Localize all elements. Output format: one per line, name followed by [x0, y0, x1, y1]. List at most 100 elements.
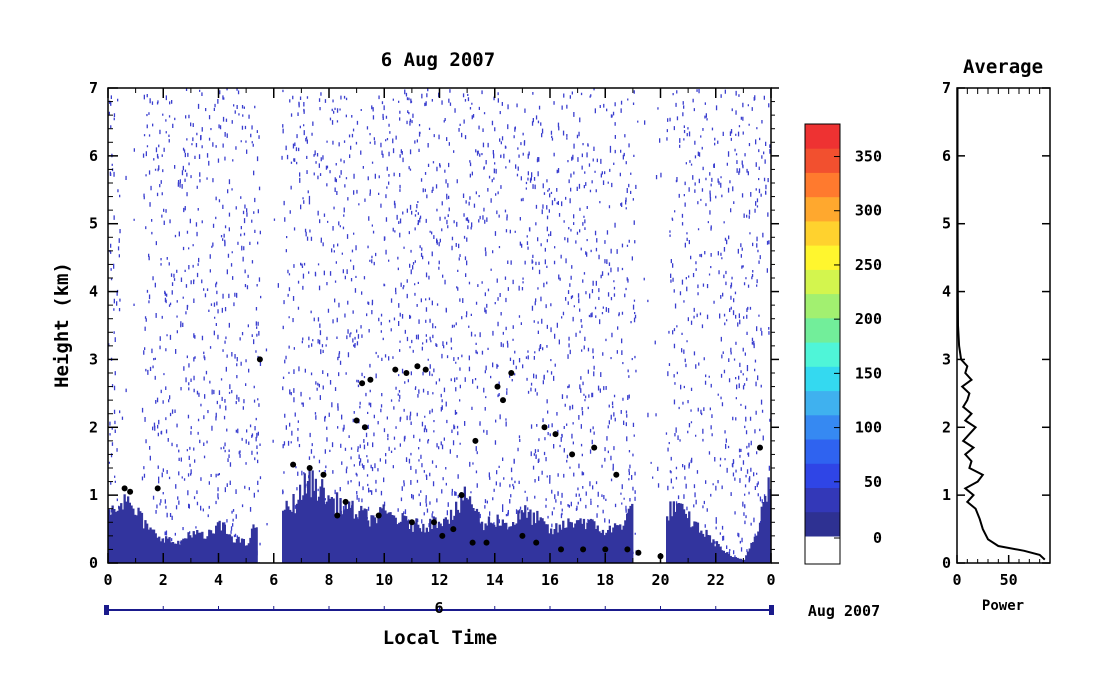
layer-bar: [194, 534, 197, 563]
echo-point: [121, 485, 128, 492]
echo-point: [353, 417, 360, 424]
layer-bar: [139, 511, 142, 563]
colorbar-swatch: [805, 124, 840, 149]
layer-bar: [475, 508, 479, 563]
layer-bar: [246, 545, 249, 563]
layer-bar: [391, 515, 394, 563]
colorbar-tick-label: 350: [855, 148, 882, 166]
average-plot-frame: [956, 87, 1051, 564]
layer-bar: [387, 512, 390, 563]
colorbar-swatch: [805, 439, 840, 464]
layer-bar: [135, 515, 138, 563]
layer-bar: [589, 518, 592, 563]
layer-bar: [518, 519, 522, 563]
layer-bar: [562, 520, 565, 563]
layer-bar: [677, 503, 681, 563]
layer-bar: [401, 513, 404, 563]
layer-bar: [689, 527, 693, 563]
layer-bar: [586, 522, 589, 563]
layer-bar: [574, 523, 577, 563]
x-tick-label: 10: [375, 571, 393, 589]
layer-bar: [567, 518, 570, 563]
echo-point: [342, 498, 349, 505]
layer-bar: [582, 518, 586, 563]
layer-bar: [356, 519, 359, 563]
average-y-tick-label: 6: [942, 147, 951, 165]
layer-bar: [681, 503, 684, 563]
layer-bar: [170, 542, 173, 563]
layer-bar: [684, 513, 687, 563]
layer-bar: [489, 522, 492, 563]
layer-bar: [240, 538, 244, 563]
colorbar-swatch: [805, 487, 840, 513]
layer-bar: [446, 519, 449, 563]
layer-bar: [382, 504, 385, 563]
layer-bar: [617, 525, 620, 563]
layer-bar: [113, 509, 116, 563]
layer-bar: [712, 539, 715, 563]
layer-bar: [550, 528, 553, 563]
x-tick-label: 6: [269, 571, 278, 589]
layer-bar: [372, 515, 375, 563]
layer-bar: [384, 510, 387, 563]
layer-bar: [302, 495, 305, 563]
layer-bar: [149, 527, 152, 563]
echo-point: [483, 539, 490, 546]
layer-bar: [118, 506, 121, 563]
layer-bar: [510, 526, 513, 563]
layer-bar: [622, 525, 625, 563]
average-x-tick-label: 50: [1000, 571, 1018, 589]
colorbar-swatch: [805, 366, 840, 392]
x-tick-label: 2: [159, 571, 168, 589]
colorbar-swatch: [805, 196, 840, 222]
layer-bar: [493, 524, 496, 563]
y-tick-label: 3: [89, 350, 98, 368]
layer-bar: [187, 532, 190, 563]
layer-bar: [175, 543, 178, 563]
layer-bar: [254, 527, 257, 563]
layer-bar: [319, 486, 322, 563]
layer-bar: [544, 524, 548, 563]
colorbar-tick-label: 100: [855, 419, 882, 437]
x-tick-label: 4: [214, 571, 223, 589]
layer-bar: [292, 494, 295, 563]
layer-bar: [234, 542, 237, 563]
layer-bar: [487, 516, 491, 563]
echo-point: [602, 546, 609, 553]
layer-bar: [627, 508, 630, 563]
layer-bar: [375, 523, 378, 563]
layer-bar: [715, 541, 719, 563]
layer-bar: [322, 487, 325, 563]
layer-bar: [235, 539, 239, 563]
average-x-axis-label: Power: [982, 598, 1024, 614]
y-tick-label: 1: [89, 486, 98, 504]
layer-bar: [563, 528, 567, 563]
date-axis-end-cap: [769, 605, 774, 615]
layer-bar: [152, 529, 156, 563]
layer-bar: [365, 509, 368, 563]
layer-bar: [327, 495, 330, 563]
layer-bar: [325, 501, 328, 563]
layer-bar: [738, 558, 741, 563]
average-y-tick-label: 4: [942, 283, 951, 301]
layer-bar: [182, 538, 185, 563]
layer-bar: [743, 559, 746, 563]
colorbar-swatch: [805, 511, 840, 537]
echo-point: [552, 431, 559, 438]
echo-point: [408, 519, 415, 526]
layer-bar: [297, 499, 300, 563]
layer-bar: [443, 518, 446, 563]
layer-bar: [283, 509, 287, 563]
layer-bar: [579, 518, 582, 563]
boundary-layer-bars: [108, 470, 771, 563]
layer-bar: [480, 521, 484, 563]
layer-bar: [306, 481, 310, 563]
layer-bar: [303, 473, 306, 563]
colorbar-swatch: [805, 293, 840, 319]
layer-bar: [472, 508, 475, 563]
layer-bar: [140, 512, 144, 563]
layer-bar: [154, 533, 157, 563]
layer-bar: [461, 500, 465, 563]
layer-bar: [536, 510, 539, 563]
echo-point: [580, 546, 587, 553]
